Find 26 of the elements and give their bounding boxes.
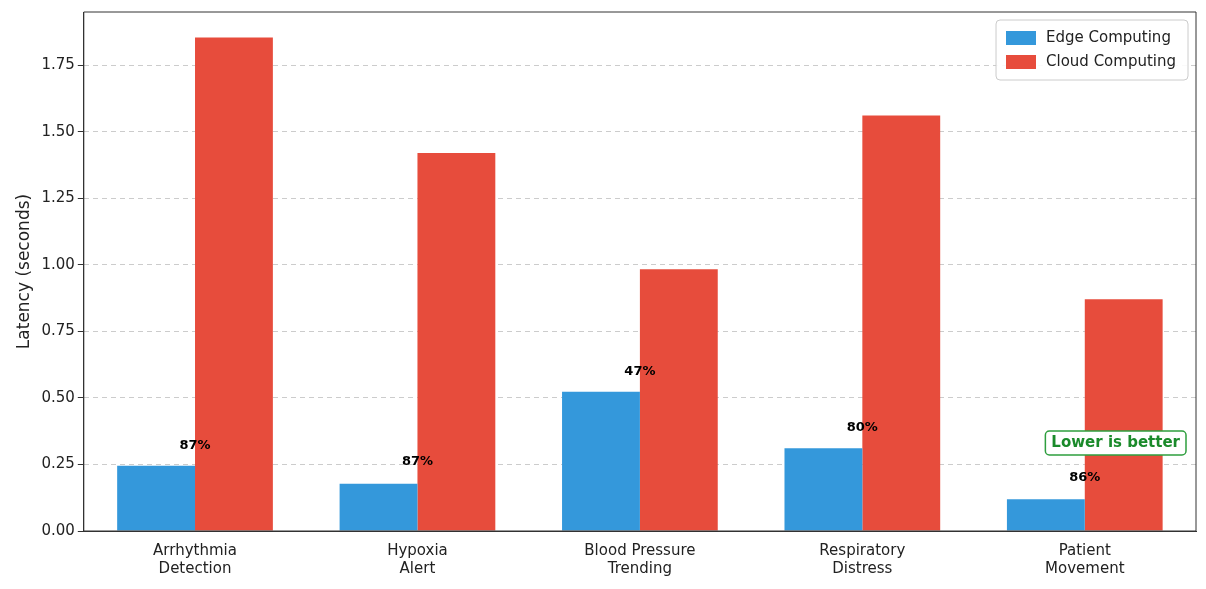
- annotation: 87%: [401, 453, 434, 469]
- x-tick-label: Blood Pressure Trending: [584, 540, 696, 577]
- y-tick-label: 0.25: [41, 454, 75, 473]
- bar: [784, 448, 863, 531]
- y-tick-label: 1.00: [41, 254, 75, 273]
- legend-label: Cloud Computing: [1046, 51, 1176, 70]
- x-tick-label: Patient Movement: [1045, 540, 1125, 577]
- annotation: 80%: [846, 418, 878, 434]
- x-tick-label: Arrhythmia Detection: [153, 540, 237, 577]
- annotation: 87%: [179, 437, 211, 453]
- y-tick-label: 0.75: [41, 321, 75, 340]
- y-axis-title: Latency (seconds): [12, 193, 33, 350]
- legend-label: Edge Computing: [1046, 27, 1171, 46]
- y-tick-label: 1.25: [41, 188, 75, 207]
- bar: [117, 465, 196, 531]
- x-tick-label: Respiratory Distress: [819, 540, 906, 577]
- y-tick-label: 1.75: [41, 55, 75, 74]
- bar: [339, 483, 418, 531]
- annotation: 86%: [1069, 469, 1101, 485]
- bar: [1006, 499, 1085, 531]
- y-tick-label: 1.50: [41, 121, 75, 140]
- y-tick-label: 0.50: [41, 387, 75, 406]
- bar: [562, 391, 640, 531]
- annotation: Lower is better: [1051, 432, 1181, 451]
- x-tick-label: Hypoxia Alert: [387, 540, 448, 577]
- y-tick-label: 0.00: [41, 520, 75, 539]
